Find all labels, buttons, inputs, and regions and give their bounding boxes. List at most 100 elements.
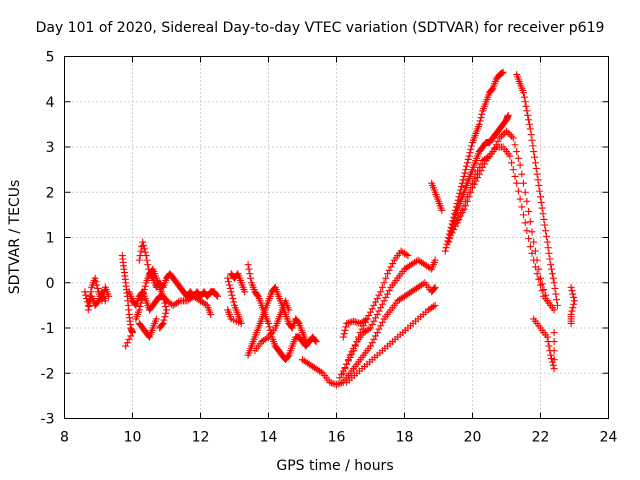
data-point-interp	[457, 183, 465, 191]
data-point-interp	[402, 250, 410, 258]
data-point-interp	[551, 284, 559, 292]
data-point-interp	[524, 111, 532, 119]
data-point	[465, 152, 473, 160]
data-point	[503, 127, 510, 135]
data-point-interp	[467, 184, 475, 192]
data-point	[367, 342, 374, 350]
data-point-interp	[514, 154, 522, 162]
data-point-interp	[419, 280, 427, 288]
data-point	[448, 229, 456, 237]
data-point-interp	[370, 317, 378, 325]
data-point-interp	[368, 339, 376, 347]
data-point-interp	[372, 298, 380, 306]
data-point-interp	[459, 176, 467, 184]
data-point-interp	[378, 283, 386, 291]
data-point-interp	[229, 295, 237, 303]
data-point	[465, 188, 473, 196]
data-point-interp	[311, 336, 319, 344]
data-point	[550, 279, 558, 287]
data-point-interp	[508, 132, 516, 140]
data-point-interp	[344, 356, 352, 364]
data-point	[370, 301, 378, 309]
data-point-interp	[534, 176, 542, 184]
data-point-interp	[375, 325, 383, 333]
data-point-interp	[525, 120, 533, 128]
data-point-interp	[552, 290, 560, 298]
data-point-interp	[521, 219, 529, 227]
data-point-interp	[474, 174, 482, 182]
data-point	[554, 301, 561, 309]
data-point	[224, 306, 232, 314]
data-point	[530, 148, 538, 156]
data-point-interp	[484, 153, 492, 161]
data-point	[431, 283, 439, 291]
data-point-interp	[253, 291, 261, 299]
data-point	[458, 206, 466, 214]
data-point-interp	[385, 266, 393, 274]
data-point-interp	[504, 129, 512, 137]
data-point	[547, 261, 555, 269]
data-point-interp	[384, 290, 391, 298]
data-point	[530, 238, 538, 246]
x-tick-label: 18	[396, 430, 414, 446]
data-point	[462, 166, 470, 174]
data-point	[84, 306, 92, 314]
data-point-interp	[213, 291, 221, 299]
data-point	[377, 288, 385, 296]
data-point-interp	[389, 260, 397, 268]
y-tick-label: -2	[41, 366, 55, 382]
data-point-interp	[160, 296, 168, 304]
data-point-interp	[518, 170, 526, 178]
data-point-interp	[462, 197, 470, 205]
data-point-interp	[478, 110, 486, 118]
data-point-interp	[569, 290, 577, 298]
data-point-interp	[474, 167, 482, 175]
data-point-interp	[525, 235, 533, 243]
data-point-interp	[284, 352, 292, 360]
data-point-interp	[539, 210, 547, 218]
data-point-interp	[530, 256, 538, 264]
data-point	[543, 238, 551, 246]
data-point	[339, 369, 347, 377]
data-point-interp	[294, 318, 302, 326]
data-point-interp	[377, 322, 385, 330]
data-point	[499, 68, 507, 76]
y-tick-label: -3	[41, 412, 55, 428]
data-point	[533, 270, 541, 278]
data-point	[142, 252, 150, 260]
data-point	[380, 297, 388, 305]
data-point-interp	[245, 265, 253, 273]
data-point-interp	[460, 202, 468, 210]
data-point-interp	[548, 265, 556, 273]
data-point	[373, 329, 381, 337]
data-point-interp	[540, 286, 548, 294]
x-tick-label: 12	[192, 430, 210, 446]
data-point	[504, 111, 512, 119]
data-point-interp	[263, 334, 271, 342]
data-point-interp	[463, 162, 471, 170]
data-point	[438, 206, 446, 214]
data-point	[159, 292, 167, 300]
data-point-interp	[538, 287, 546, 295]
data-point-interp	[87, 288, 95, 296]
data-point-interp	[570, 293, 578, 301]
data-point	[506, 152, 514, 160]
data-point-interp	[549, 274, 557, 282]
data-point-interp	[570, 300, 578, 308]
data-point-interp	[508, 159, 516, 167]
data-point-interp	[569, 304, 577, 312]
data-point	[516, 161, 524, 169]
data-point-interp	[93, 281, 101, 289]
data-point-interp	[340, 330, 348, 338]
data-point	[452, 220, 459, 228]
x-tick-label: 8	[60, 430, 69, 446]
data-point-interp	[544, 338, 552, 346]
data-point-interp	[568, 307, 576, 315]
data-point-interp	[550, 347, 558, 355]
data-point-interp	[542, 232, 550, 240]
data-point	[445, 238, 453, 246]
data-point-interp	[162, 309, 170, 317]
data-point	[122, 342, 130, 350]
data-point-interp	[160, 316, 168, 324]
plot-frame	[64, 56, 609, 419]
